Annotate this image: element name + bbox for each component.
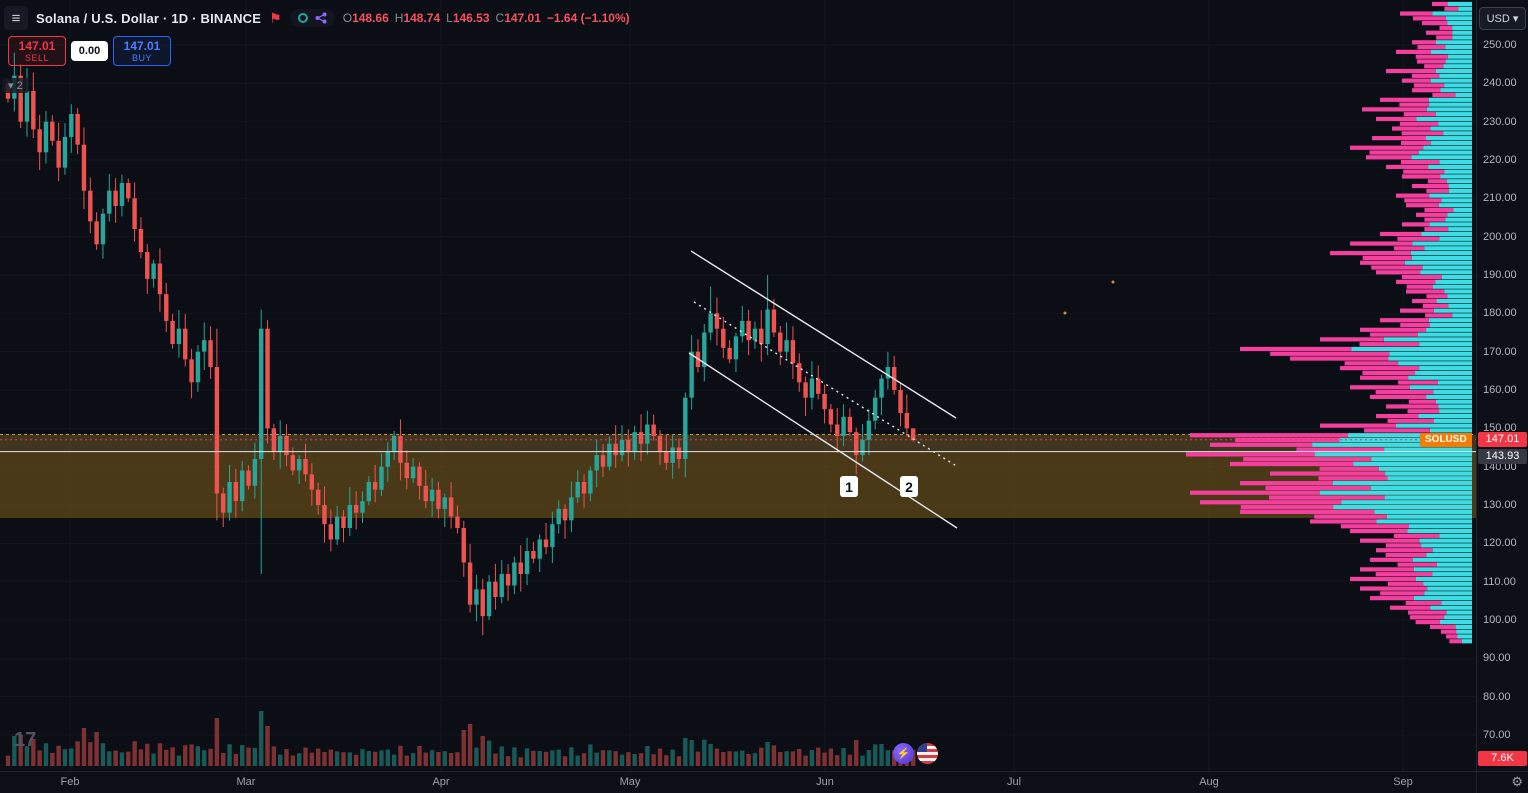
zap-glyph: ⚡ xyxy=(896,748,911,760)
time-axis[interactable]: Feb Mar Apr May Jun Jul Aug Sep xyxy=(0,771,1476,793)
price-tick-label: 120.00 xyxy=(1483,537,1517,550)
gear-icon[interactable]: ⚙ xyxy=(1511,774,1523,789)
price-tick-label: 70.00 xyxy=(1483,729,1511,741)
channel-label-1[interactable]: 1 xyxy=(840,476,858,497)
symbol-title[interactable]: Solana / U.S. Dollar · 1D · BINANCE xyxy=(36,10,262,26)
time-axis-label: Jul xyxy=(1006,776,1022,788)
low-label: L xyxy=(446,11,453,25)
flag-icon[interactable]: ⚑ xyxy=(269,9,282,26)
level-price-tag: 143.93 xyxy=(1478,448,1527,464)
status-pill xyxy=(289,9,335,27)
time-axis-label: Jun xyxy=(816,776,834,788)
open-value: 148.66 xyxy=(352,11,389,25)
price-tick-label: 170.00 xyxy=(1483,345,1517,358)
price-chart[interactable]: 17 SOLUSD 1 2 ⚡ xyxy=(0,0,1476,771)
axis-corner: ⚙ xyxy=(1476,771,1528,793)
price-tick-label: 110.00 xyxy=(1483,575,1516,588)
currency-label: USD xyxy=(1486,12,1510,25)
buy-price: 147.01 xyxy=(123,38,161,53)
buy-label: BUY xyxy=(131,52,152,63)
price-tick-label: 240.00 xyxy=(1483,77,1517,90)
price-tick-label: 80.00 xyxy=(1483,690,1511,703)
low-value: 146.53 xyxy=(452,11,490,25)
volume-profile-layer xyxy=(1186,1,1472,644)
price-axis[interactable]: 250.00 240.00 230.00 220.00 210.00 200.00 190.… xyxy=(1476,0,1528,771)
price-tick-label: 230.00 xyxy=(1483,115,1517,128)
last-price-tag: 147.01 xyxy=(1478,432,1527,448)
high-value: 148.74 xyxy=(403,11,441,25)
change-value: −1.64 (−1.10%) xyxy=(546,11,630,25)
price-tick-label: 130.00 xyxy=(1483,499,1517,511)
sell-label: SELL xyxy=(24,52,50,63)
chart-header: ≡ Solana / U.S. Dollar · 1D · BINANCE ⚑ … xyxy=(4,6,630,30)
price-tick-label: 250.00 xyxy=(1483,39,1517,51)
high-label: H xyxy=(394,11,404,25)
price-tick-label: 190.00 xyxy=(1483,269,1517,281)
object-tree-collapsed[interactable]: ▾ 2 xyxy=(2,78,29,93)
time-axis-label: Feb xyxy=(60,776,80,788)
volume-tag: 7.6K xyxy=(1478,751,1527,766)
usa-flag-graphic xyxy=(917,743,938,764)
ohlc-readout: O148.66 H148.74 L146.53 C147.01 −1.64 (−… xyxy=(343,11,630,25)
spread-value: 0.00 xyxy=(71,41,108,61)
zap-icon[interactable]: ⚡ xyxy=(893,743,914,764)
open-label: O xyxy=(342,11,353,25)
close-value: 147.01 xyxy=(504,11,541,25)
dots-layer xyxy=(1063,280,1115,315)
candles-layer xyxy=(5,52,916,636)
time-axis-label: Mar xyxy=(236,776,256,788)
channel-label-2[interactable]: 2 xyxy=(900,476,918,497)
price-tick-label: 160.00 xyxy=(1483,384,1517,396)
price-tick-label: 220.00 xyxy=(1483,154,1517,166)
footer-icon-group: ⚡ xyxy=(893,743,938,764)
price-tick-label: 210.00 xyxy=(1483,192,1517,205)
price-tick-label: 150.00 xyxy=(1483,422,1517,435)
price-tick-label: 180.00 xyxy=(1483,307,1517,320)
price-tick-label: 140.00 xyxy=(1483,460,1517,473)
symbol-price-tag: SOLUSD xyxy=(1420,432,1472,447)
sell-price: 147.01 xyxy=(18,38,56,53)
sell-button[interactable]: 147.01 SELL xyxy=(8,36,66,66)
chevron-down-icon: ▾ xyxy=(1512,13,1519,25)
zones-layer xyxy=(0,433,1476,519)
time-axis-label: Sep xyxy=(1393,776,1413,788)
time-axis-label: Apr xyxy=(432,776,450,788)
time-axis-label: Aug xyxy=(1199,776,1219,788)
trade-widget: 147.01 SELL 0.00 147.01 BUY xyxy=(8,36,171,66)
price-lines-layer xyxy=(0,439,1476,453)
watermark: 17 xyxy=(14,729,37,751)
share-icon[interactable] xyxy=(315,12,327,24)
menu-button[interactable]: ≡ xyxy=(4,6,28,30)
buy-button[interactable]: 147.01 BUY xyxy=(113,36,171,66)
close-label: C xyxy=(495,11,505,25)
currency-button[interactable]: USD ▾ xyxy=(1479,7,1526,30)
price-tick-label: 90.00 xyxy=(1483,652,1511,665)
volume-layer xyxy=(5,711,916,766)
price-tick-label: 100.00 xyxy=(1483,614,1517,626)
usa-flag-icon[interactable] xyxy=(917,743,938,764)
time-axis-label: May xyxy=(619,776,641,788)
status-dot-icon[interactable] xyxy=(297,13,308,23)
chart-canvas[interactable] xyxy=(0,0,1476,771)
trendlines-layer xyxy=(688,250,959,529)
hamburger-icon: ≡ xyxy=(11,9,21,27)
price-tick-label: 200.00 xyxy=(1483,230,1517,243)
